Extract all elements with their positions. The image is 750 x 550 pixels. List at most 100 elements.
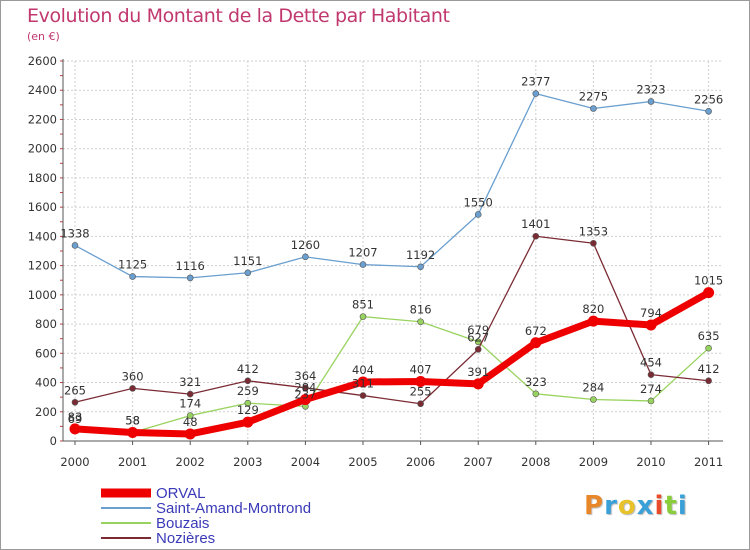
data-label-nozi-res: 321 <box>179 375 201 389</box>
point-bouzais <box>532 390 540 398</box>
y-tick-label: 1000 <box>28 288 57 302</box>
legend-label-saint-amand-montrond: Saint-Amand-Montrond <box>156 500 311 517</box>
point-nozi-res <box>359 392 367 399</box>
series-line-saint-amand-montrond <box>74 92 709 279</box>
x-tick-label: 2008 <box>521 455 550 469</box>
y-tick-label: 400 <box>35 376 57 390</box>
point-bouzais <box>359 313 367 320</box>
data-label-bouzais: 58 <box>125 414 140 428</box>
data-label-orval: 820 <box>582 302 604 316</box>
data-label-nozi-res: 360 <box>122 369 144 383</box>
y-tick-label: 1800 <box>28 171 57 185</box>
point-saint-amand-montrond <box>590 105 597 112</box>
point-nozi-res <box>186 390 194 398</box>
chart-subtitle: (en €) <box>27 30 60 43</box>
point-bouzais <box>705 344 712 352</box>
point-orval <box>127 427 139 439</box>
point-saint-amand-montrond <box>532 90 540 97</box>
data-label-orval: 129 <box>237 403 259 417</box>
point-saint-amand-montrond <box>71 242 79 249</box>
point-bouzais <box>244 399 252 407</box>
axes: 0 200 400 600 800 1000 1200 1400 1600 1800 2000 220… <box>28 54 724 469</box>
point-nozi-res <box>532 232 540 240</box>
data-label-bouzais: 69 <box>68 412 83 426</box>
point-orval <box>587 315 599 327</box>
point-nozi-res <box>244 377 252 385</box>
point-saint-amand-montrond <box>359 261 367 268</box>
data-label-nozi-res: 454 <box>640 356 662 370</box>
point-nozi-res <box>129 385 136 392</box>
point-saint-amand-montrond <box>417 263 424 271</box>
point-orval <box>472 378 484 390</box>
point-nozi-res <box>647 371 655 378</box>
point-nozi-res <box>302 384 309 392</box>
chart-title: Evolution du Montant de la Dette par Hab… <box>27 5 450 27</box>
data-label-orval: 284 <box>294 380 316 394</box>
y-tick-label: 1400 <box>28 229 57 243</box>
data-label-orval: 672 <box>525 324 547 338</box>
data-label-orval: 48 <box>183 415 198 429</box>
data-label-saint-amand-montrond: 2377 <box>521 75 550 89</box>
logo-letter: i <box>654 491 665 521</box>
data-label-bouzais: 174 <box>179 397 201 411</box>
x-tick-label: 2003 <box>233 455 262 469</box>
point-orval <box>530 337 542 349</box>
legend-label-bouzais: Bouzais <box>156 515 209 532</box>
x-tick-label: 2000 <box>60 455 89 469</box>
point-bouzais <box>417 318 424 326</box>
data-label-bouzais: 679 <box>467 323 489 337</box>
legend-label-orval: ORVAL <box>156 485 205 502</box>
y-tick-label: 600 <box>35 346 57 360</box>
x-tick-label: 2006 <box>406 455 435 469</box>
y-tick-label: 2200 <box>28 112 57 126</box>
point-saint-amand-montrond <box>302 253 309 261</box>
data-label-saint-amand-montrond: 1151 <box>233 254 262 268</box>
x-tick-label: 2001 <box>118 455 147 469</box>
point-bouzais <box>186 412 194 419</box>
data-label-nozi-res: 311 <box>352 377 374 391</box>
series-line-nozi-res <box>74 235 709 405</box>
data-label-saint-amand-montrond: 2323 <box>636 82 665 96</box>
logo-letter: x <box>636 491 655 521</box>
point-bouzais <box>474 338 482 346</box>
point-orval <box>357 376 369 388</box>
point-saint-amand-montrond <box>129 273 136 280</box>
data-label-orval: 404 <box>352 363 374 377</box>
data-label-bouzais: 284 <box>582 380 604 394</box>
data-label-orval: 58 <box>125 414 140 428</box>
logo-letter: P <box>584 491 605 521</box>
point-nozi-res <box>71 398 79 406</box>
data-label-bouzais: 259 <box>237 384 259 398</box>
data-label-nozi-res: 412 <box>698 362 720 376</box>
point-saint-amand-montrond <box>186 274 194 282</box>
data-label-saint-amand-montrond: 1338 <box>60 226 89 240</box>
y-tick-label: 200 <box>35 405 57 419</box>
point-saint-amand-montrond <box>474 211 482 218</box>
y-tick-label: 2000 <box>28 142 57 156</box>
y-tick-label: 2400 <box>28 83 57 97</box>
point-orval <box>645 319 657 331</box>
point-orval <box>299 393 311 405</box>
data-label-bouzais: 323 <box>525 375 547 389</box>
point-nozi-res <box>590 239 597 247</box>
point-nozi-res <box>417 400 424 408</box>
data-label-bouzais: 816 <box>410 303 432 317</box>
x-tick-label: 2011 <box>694 455 723 469</box>
point-orval <box>415 376 427 388</box>
data-label-saint-amand-montrond: 1550 <box>464 195 493 209</box>
y-tick-label: 800 <box>35 317 57 331</box>
data-label-nozi-res: 1401 <box>521 217 550 231</box>
data-label-orval: 391 <box>467 365 489 379</box>
x-tick-label: 2005 <box>348 455 377 469</box>
data-label-orval: 1015 <box>694 274 723 288</box>
data-label-nozi-res: 1353 <box>579 224 608 238</box>
data-label-bouzais: 635 <box>698 329 720 343</box>
legend-label-nozi-res: Nozières <box>156 530 215 547</box>
point-nozi-res <box>705 377 712 385</box>
y-tick-label: 2600 <box>28 54 57 68</box>
point-saint-amand-montrond <box>647 98 655 105</box>
series-line-orval <box>74 289 711 438</box>
data-label-saint-amand-montrond: 2256 <box>694 92 723 106</box>
x-tick-label: 2002 <box>176 455 205 469</box>
